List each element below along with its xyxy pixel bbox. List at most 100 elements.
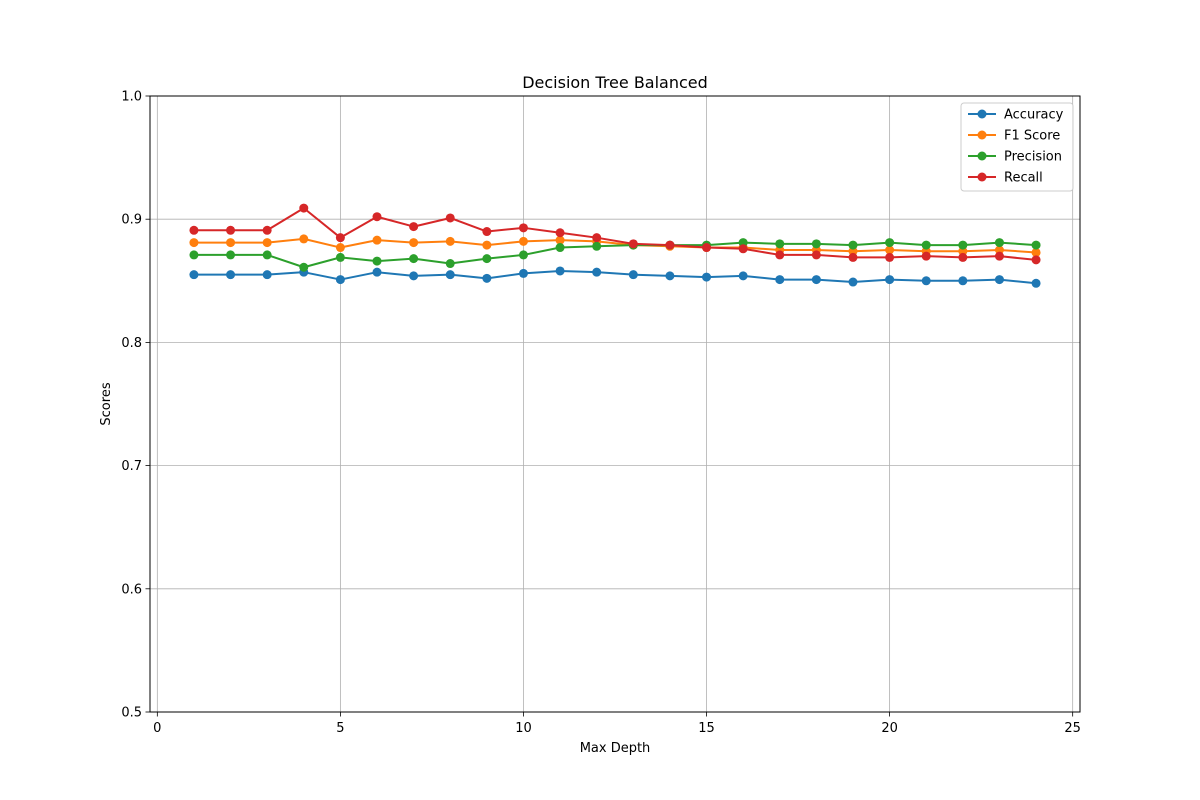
recall-line (193, 207, 1037, 261)
accuracy-point (921, 276, 931, 286)
recall-point (226, 225, 236, 235)
precision-point (958, 240, 968, 250)
recall-point (1031, 255, 1041, 265)
f1-score-point (848, 246, 858, 256)
accuracy-point (994, 275, 1004, 285)
f1-score-line (193, 237, 1037, 254)
legend-label-accuracy: Accuracy (1004, 108, 1064, 123)
recall-point (518, 223, 528, 233)
precision-point (775, 239, 785, 249)
accuracy-point (555, 266, 565, 276)
y-tick-label: 0.7 (121, 459, 142, 474)
accuracy-point (262, 270, 272, 280)
y-tick-label: 0.9 (121, 213, 142, 228)
recall-point (848, 252, 858, 262)
f1-score-point (994, 245, 1004, 255)
precision-point (518, 250, 528, 260)
accuracy-point (518, 268, 528, 278)
recall-point (994, 251, 1004, 261)
accuracy-point (482, 273, 492, 283)
f1-score-point (445, 236, 455, 246)
axis-ticks: 0 5 10 15 20 25 0.5 0.6 0.7 0.8 0.9 1.0 (121, 90, 1081, 737)
x-tick-label: 10 (515, 721, 532, 736)
f1-score-point (885, 245, 895, 255)
accuracy-point (665, 271, 675, 281)
accuracy-point (958, 276, 968, 286)
plot-frame (149, 95, 1081, 713)
recall-point (738, 244, 748, 254)
x-tick-label: 0 (153, 721, 161, 736)
x-tick-label: 25 (1064, 721, 1081, 736)
recall-point (189, 225, 199, 235)
f1-score-point (409, 238, 419, 248)
legend-marker-recall (977, 172, 987, 182)
accuracy-point (226, 270, 236, 280)
accuracy-point (811, 275, 821, 285)
y-tick-label: 0.8 (121, 336, 142, 351)
recall-point (372, 212, 382, 222)
precision-point (445, 259, 455, 269)
precision-point (409, 254, 419, 264)
series-precision (189, 238, 1041, 272)
precision-point (335, 252, 345, 262)
series-layer (189, 203, 1041, 288)
f1-score-point (226, 238, 236, 248)
x-tick-label: 15 (698, 721, 715, 736)
recall-point (409, 222, 419, 232)
precision-point (994, 238, 1004, 248)
precision-point (262, 250, 272, 260)
f1-score-point (372, 235, 382, 245)
f1-score-point (189, 238, 199, 248)
recall-point (921, 251, 931, 261)
f1-score-point (482, 240, 492, 250)
precision-point (189, 250, 199, 260)
recall-point (775, 250, 785, 260)
accuracy-line (193, 269, 1037, 285)
accuracy-point (848, 277, 858, 287)
f1-score-point (262, 238, 272, 248)
x-tick-label: 20 (881, 721, 898, 736)
f1-score-point (1031, 247, 1041, 257)
precision-point (482, 254, 492, 264)
recall-point (299, 203, 309, 213)
accuracy-point (409, 271, 419, 281)
recall-point (335, 233, 345, 243)
precision-point (372, 256, 382, 266)
accuracy-point (1031, 278, 1041, 288)
accuracy-point (885, 275, 895, 285)
legend-box (960, 102, 1074, 192)
recall-point (628, 239, 638, 249)
series-recall (189, 203, 1041, 265)
accuracy-point (372, 267, 382, 277)
x-axis-label: Max Depth (580, 741, 651, 756)
series-accuracy (189, 266, 1041, 288)
legend-marker-accuracy (977, 109, 987, 119)
recall-point (811, 250, 821, 260)
f1-score-point (335, 243, 345, 253)
recall-point (665, 240, 675, 250)
recall-point (592, 233, 602, 243)
recall-point (482, 227, 492, 237)
accuracy-point (445, 270, 455, 280)
accuracy-point (738, 271, 748, 281)
precision-point (555, 243, 565, 253)
legend-label-recall: Recall (1004, 171, 1043, 186)
chart-title: Decision Tree Balanced (522, 73, 708, 92)
accuracy-point (775, 275, 785, 285)
precision-point (1031, 240, 1041, 250)
recall-point (885, 252, 895, 262)
precision-point (299, 262, 309, 272)
accuracy-point (628, 270, 638, 280)
legend-marker-precision (977, 151, 987, 161)
precision-point (848, 240, 858, 250)
legend-marker-f1-score (977, 130, 987, 140)
precision-point (885, 238, 895, 248)
accuracy-point (335, 275, 345, 285)
f1-score-point (518, 236, 528, 246)
recall-point (445, 213, 455, 223)
precision-point (811, 239, 821, 249)
accuracy-point (189, 270, 199, 280)
accuracy-point (702, 272, 712, 282)
